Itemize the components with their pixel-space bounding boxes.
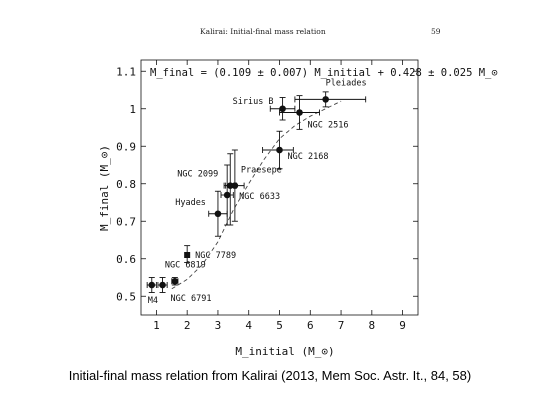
x-tick-label: 3 (215, 319, 222, 332)
x-tick-label: 5 (276, 319, 283, 332)
data-point (223, 191, 231, 199)
data-point-square (184, 252, 191, 258)
data-point (148, 281, 156, 289)
x-tick-label: 4 (245, 319, 252, 332)
x-tick-label: 8 (369, 319, 376, 332)
x-axis-label: M_initial (M_⊙) (235, 345, 334, 358)
point-label: NGC 7789 (195, 251, 236, 261)
y-tick-label: 0.9 (116, 140, 136, 153)
y-tick-label: 1.1 (116, 65, 136, 78)
y-tick-label: 0.8 (116, 178, 136, 191)
x-tick-label: 1 (153, 319, 160, 332)
y-axis-label: M_final (M_⊙) (98, 145, 111, 231)
data-point (159, 281, 166, 289)
data-point (276, 146, 283, 154)
data-point (171, 277, 179, 285)
point-label: NGC 2099 (177, 170, 218, 180)
x-tick-label: 9 (399, 319, 406, 332)
data-point (214, 210, 222, 218)
data-point (322, 96, 329, 103)
point-label: NGC 6819 (165, 260, 206, 270)
data-point (296, 109, 303, 116)
y-tick-label: 0.7 (116, 215, 136, 228)
y-tick-label: 0.6 (116, 253, 136, 266)
point-label: M4 (148, 296, 158, 306)
axis-ticks: 1 2 3 4 5 6 7 8 9 0.5 0.6 0.7 0.8 0.9 1 1.1 (116, 60, 418, 332)
y-tick-label: 1 (129, 103, 136, 116)
header-title: Kalirai: Initial-final mass relation (200, 27, 326, 36)
point-label: Hyades (175, 198, 206, 208)
point-label: NGC 2168 (288, 152, 329, 162)
data-point (231, 182, 239, 189)
data-point (279, 105, 286, 113)
point-label: Sirius B (233, 97, 274, 107)
x-tick-label: 2 (184, 319, 191, 332)
figure-caption: Initial-final mass relation from Kalirai… (68, 368, 472, 383)
point-label: NGC 6633 (239, 192, 280, 202)
point-label: Pleiades (326, 78, 367, 88)
x-tick-label: 6 (307, 319, 314, 332)
point-label-ngc6791: NGC 6791 (171, 294, 212, 304)
plot-frame (140, 59, 419, 316)
fit-curve (171, 100, 342, 290)
point-label: Praesepe (241, 166, 282, 176)
x-tick-label: 7 (338, 319, 345, 332)
fit-curve-layer (171, 100, 342, 290)
header-page-number: 59 (431, 27, 441, 36)
chart-formula: M_final = (0.109 ± 0.007) M_initial + 0.… (150, 67, 498, 79)
point-label: NGC 2516 (308, 121, 349, 131)
y-tick-label: 0.5 (116, 290, 136, 303)
